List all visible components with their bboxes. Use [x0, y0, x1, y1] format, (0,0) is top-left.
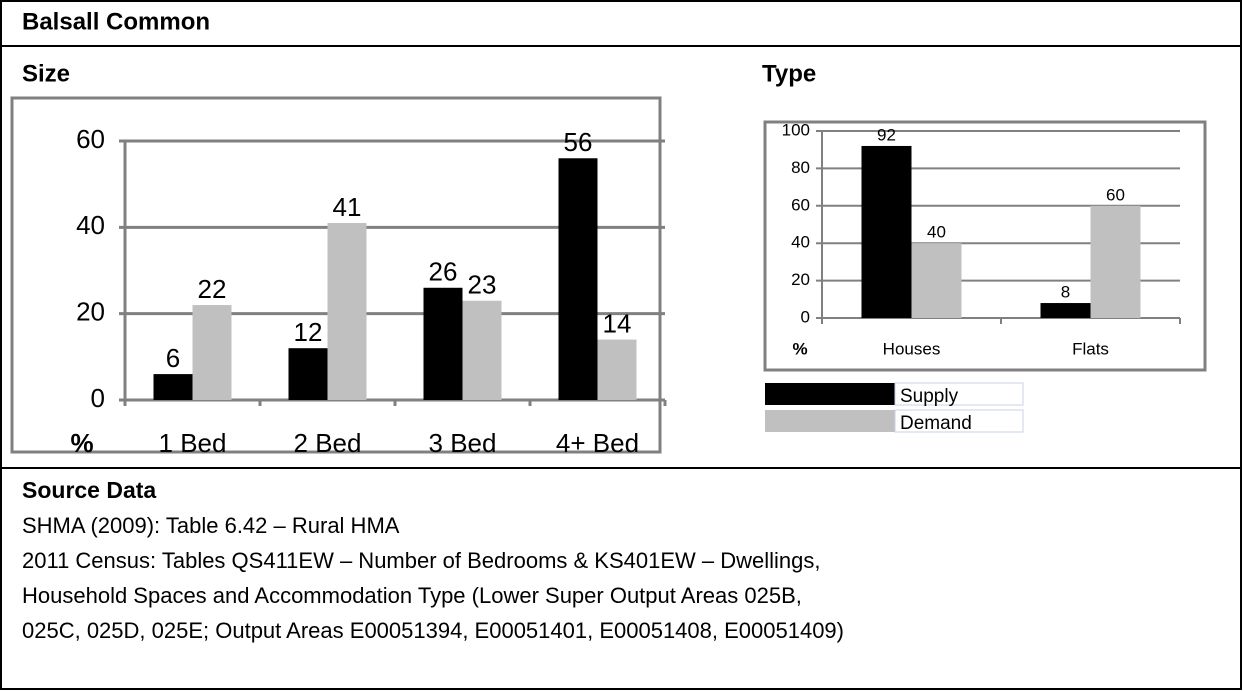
bar	[192, 305, 232, 400]
source-line: 2011 Census: Tables QS411EW – Number of …	[22, 548, 821, 573]
y-tick-label: 100	[782, 120, 810, 139]
bar	[558, 158, 598, 400]
data-label: 41	[333, 192, 362, 222]
y-tick-label: 60	[76, 124, 105, 154]
bar	[1040, 303, 1091, 318]
bar	[861, 145, 912, 318]
x-tick-label: 4+ Bed	[556, 428, 639, 458]
x-tick-label: Flats	[1072, 339, 1109, 358]
chart-frame	[763, 120, 1207, 372]
x-tick-label: 3 Bed	[429, 428, 497, 458]
data-label: 23	[468, 270, 497, 300]
legend-cell	[894, 382, 1024, 406]
chart-title: Size	[22, 60, 70, 87]
bar	[1090, 205, 1141, 318]
data-label: 12	[294, 317, 323, 347]
y-tick-label: 80	[791, 158, 810, 177]
source-line: Household Spaces and Accommodation Type …	[22, 583, 802, 608]
source-title: Source Data	[22, 477, 156, 503]
x-tick-label: 1 Bed	[159, 428, 227, 458]
y-tick-label: 20	[76, 297, 105, 327]
chart-title: Type	[762, 60, 816, 87]
data-label: 92	[877, 125, 896, 144]
y-tick-label: 20	[791, 270, 810, 289]
data-label: 60	[1106, 185, 1125, 204]
data-label: 56	[564, 127, 593, 157]
legend-swatch	[765, 383, 895, 405]
y-tick-label: 60	[791, 195, 810, 214]
data-label: 14	[603, 308, 632, 338]
legend-swatch	[765, 410, 895, 432]
legend-cell	[894, 409, 1024, 433]
bar	[423, 287, 463, 400]
y-tick-label: 40	[76, 210, 105, 240]
y-axis-label: %	[792, 339, 807, 358]
bar	[288, 348, 328, 400]
data-label: 8	[1061, 283, 1070, 302]
bar	[462, 300, 502, 400]
y-tick-label: 40	[791, 233, 810, 252]
y-tick-label: 0	[801, 307, 810, 326]
bar	[911, 243, 962, 318]
data-label: 6	[166, 343, 180, 373]
bar	[327, 223, 367, 400]
page-title: Balsall Common	[22, 8, 210, 35]
data-label: 22	[198, 274, 227, 304]
bar	[153, 374, 193, 400]
bar	[597, 339, 637, 400]
y-axis-label: %	[70, 428, 93, 458]
y-tick-label: 0	[91, 383, 105, 413]
chart-frame	[10, 96, 662, 454]
x-tick-label: 2 Bed	[294, 428, 362, 458]
data-label: 40	[927, 223, 946, 242]
x-tick-label: Houses	[883, 339, 941, 358]
legend-label: Demand	[900, 413, 972, 434]
legend-label: Supply	[900, 386, 959, 407]
data-label: 26	[429, 257, 458, 287]
source-line: SHMA (2009): Table 6.42 – Rural HMA	[22, 513, 400, 538]
source-line: 025C, 025D, 025E; Output Areas E00051394…	[22, 618, 844, 643]
